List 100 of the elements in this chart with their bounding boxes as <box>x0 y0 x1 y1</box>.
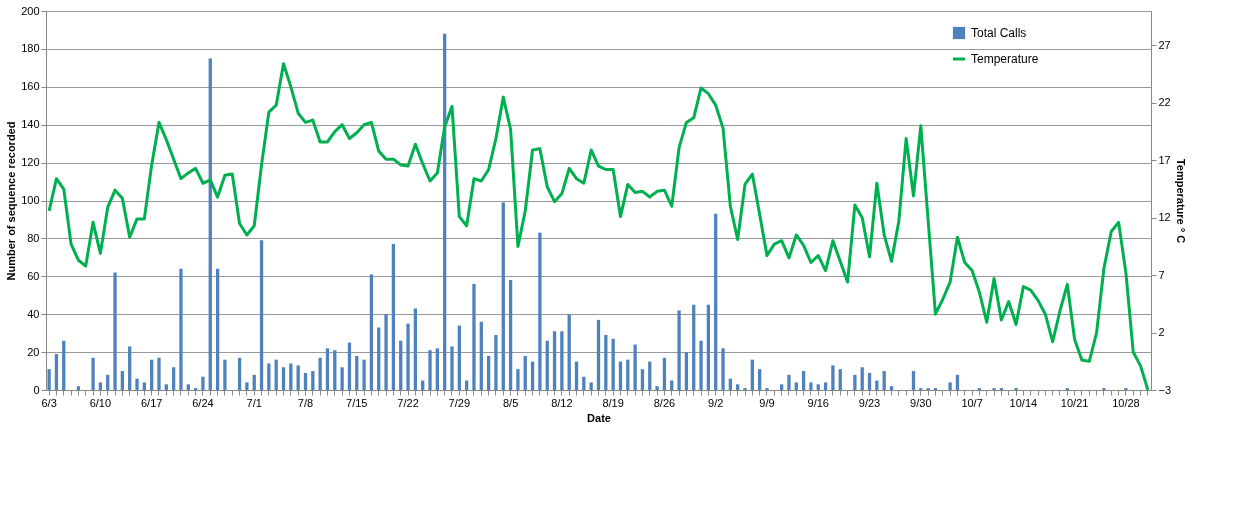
bar <box>655 386 659 390</box>
bar <box>472 283 476 390</box>
bar <box>215 268 220 390</box>
y-tick-label: 0 <box>33 383 40 396</box>
y-tick-label: 80 <box>27 231 40 244</box>
bar <box>889 386 894 390</box>
bar <box>362 359 366 390</box>
bar <box>47 369 51 390</box>
bar <box>142 382 146 390</box>
y-tick-label: 140 <box>21 118 40 131</box>
bar <box>325 348 330 390</box>
bar <box>486 355 491 390</box>
bar <box>333 350 337 390</box>
bar <box>596 319 601 390</box>
bar <box>677 310 681 390</box>
x-tick-label: 8/26 <box>653 396 676 409</box>
bar <box>479 321 483 390</box>
x-tick-label: 10/21 <box>1060 396 1089 409</box>
bar <box>186 384 190 390</box>
y2-tick-label: 27 <box>1158 38 1171 51</box>
y-tick-label: 160 <box>21 80 40 93</box>
bar <box>113 272 117 390</box>
x-tick-label: 9/23 <box>858 396 881 409</box>
x-tick-label: 10/7 <box>961 396 983 409</box>
x-tick-label: 7/22 <box>397 396 419 409</box>
bar <box>267 363 271 390</box>
bar <box>171 367 176 390</box>
bar <box>750 359 754 390</box>
bar <box>296 365 300 390</box>
bar <box>274 359 278 390</box>
x-tick-label: 8/19 <box>602 396 624 409</box>
bar <box>867 372 872 390</box>
bar <box>62 340 66 390</box>
bar <box>516 369 520 390</box>
bar <box>552 331 557 390</box>
x-tick-label: 8/12 <box>551 396 573 409</box>
bar <box>281 367 286 390</box>
bar <box>853 374 857 390</box>
bar <box>413 308 418 390</box>
x-tick-label: 9/2 <box>708 396 724 409</box>
y-tick-label: 200 <box>21 4 40 17</box>
bar <box>179 268 183 390</box>
y-tick-label: 60 <box>27 269 40 282</box>
bar <box>589 382 593 390</box>
bar <box>787 374 791 390</box>
x-tick-label: 9/30 <box>910 396 932 409</box>
bar <box>684 352 689 390</box>
bar <box>311 371 315 390</box>
y2-tick-label: 22 <box>1158 96 1171 109</box>
bar <box>633 344 637 390</box>
bar <box>106 374 110 390</box>
bar <box>355 355 359 390</box>
bar <box>450 346 454 390</box>
bar <box>208 58 212 390</box>
bar <box>237 357 242 390</box>
bar <box>259 240 264 390</box>
bar <box>838 369 842 390</box>
bar <box>721 348 725 390</box>
bar <box>223 359 227 390</box>
bar <box>340 367 344 390</box>
bar <box>875 380 879 390</box>
x-tick-label: 6/17 <box>140 396 163 409</box>
bar <box>98 382 103 390</box>
bar <box>391 244 396 390</box>
bar <box>816 384 820 390</box>
y-tick-label: 40 <box>27 307 40 320</box>
bar <box>809 382 813 390</box>
bar <box>457 325 461 390</box>
x-tick-label: 6/24 <box>192 396 214 409</box>
y2-tick-label: 7 <box>1158 268 1165 281</box>
bar <box>714 213 718 390</box>
y-tick-label: 100 <box>21 194 40 206</box>
x-tick-label: 10/14 <box>1009 396 1038 409</box>
bar <box>406 323 410 390</box>
bar <box>377 327 381 390</box>
bar <box>860 367 864 390</box>
bar <box>611 338 615 390</box>
bar <box>699 340 703 390</box>
x-tick-label: 6/3 <box>41 396 57 409</box>
x-tick-label: 7/8 <box>297 396 314 409</box>
bar <box>794 382 798 390</box>
bar <box>626 359 630 390</box>
y-tick-label: 120 <box>21 156 40 169</box>
y2-tick-label: 2 <box>1158 326 1165 339</box>
x-tick-label: 10/28 <box>1112 396 1140 409</box>
y-tick-label: 20 <box>27 345 40 358</box>
bar <box>428 350 432 390</box>
x-tick-label: 6/10 <box>89 396 112 409</box>
bar <box>245 382 249 390</box>
bar <box>252 374 256 390</box>
x-tick-label: 7/29 <box>448 396 471 409</box>
bar <box>779 384 784 390</box>
y2-tick-label: 12 <box>1158 211 1171 224</box>
x-tick-label: 8/5 <box>502 396 519 409</box>
bar <box>640 369 645 390</box>
bar <box>508 280 513 390</box>
bar <box>523 355 527 390</box>
bar <box>823 382 828 390</box>
bar <box>150 359 154 390</box>
bar <box>567 314 571 390</box>
